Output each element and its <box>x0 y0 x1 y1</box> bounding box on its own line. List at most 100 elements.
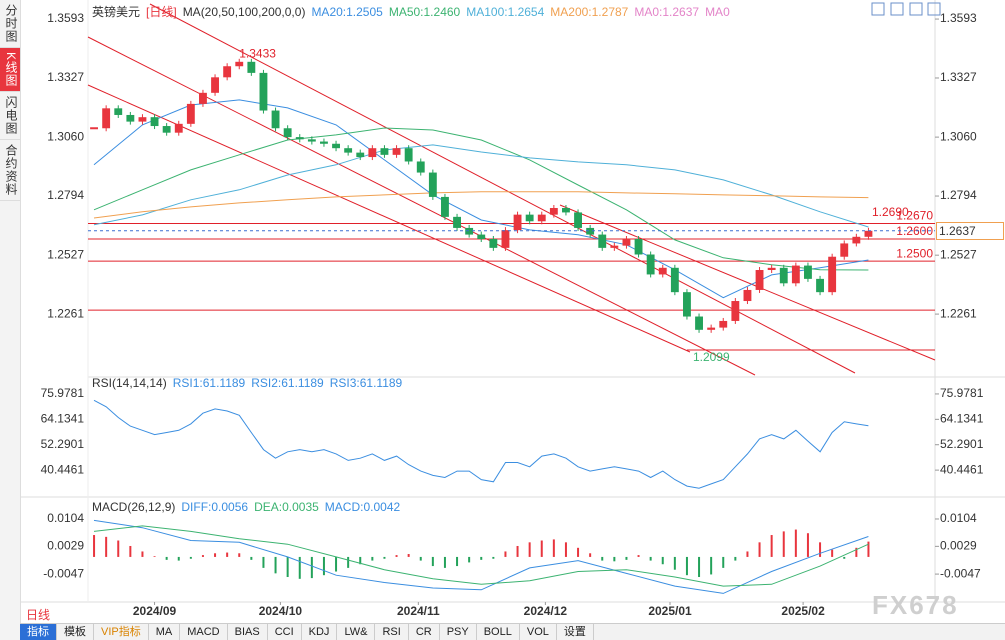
candle <box>307 139 316 142</box>
macd-bar <box>734 556 737 561</box>
macd-bar <box>226 552 229 557</box>
candle <box>719 320 728 328</box>
candle <box>537 214 546 222</box>
x-tick-label: 2024/09 <box>133 604 177 618</box>
toolbar-button[interactable]: RSI <box>375 624 409 640</box>
macd-bar <box>322 556 325 576</box>
candle <box>622 239 631 246</box>
icon[interactable] <box>890 2 904 16</box>
y-tick-label: 1.2527 <box>940 247 977 261</box>
candle <box>840 243 849 257</box>
candle <box>731 301 740 321</box>
low-label: 1.2099 <box>693 350 730 364</box>
macd-bar <box>105 536 108 557</box>
sidebar: 分时图 K线图 闪电图 合约资料 <box>0 0 21 640</box>
series-line <box>93 519 869 594</box>
macd-bar <box>165 556 168 560</box>
macd-bar <box>419 556 422 561</box>
channel-lines <box>87 3 936 376</box>
icon[interactable] <box>871 2 885 16</box>
series-line <box>93 399 869 489</box>
macd-bar <box>758 542 761 557</box>
toolbar-button[interactable]: VOL <box>520 624 557 640</box>
macd-bar <box>504 551 507 557</box>
candle <box>598 234 607 248</box>
macd-bar <box>601 556 604 561</box>
sidebar-tab[interactable]: 合约资料 <box>0 140 20 202</box>
candle <box>90 127 98 130</box>
candle <box>344 148 353 153</box>
toolbar-button[interactable]: 指标 <box>20 624 57 640</box>
candle <box>114 108 123 115</box>
candle <box>235 61 244 67</box>
y-tick-label: 1.2527 <box>47 247 84 261</box>
macd-bar <box>673 556 676 570</box>
toolbar-button[interactable]: 设置 <box>557 624 594 640</box>
macd-bar <box>274 556 277 574</box>
toolbar-button[interactable]: MA <box>149 624 181 640</box>
macd-bar <box>564 542 567 557</box>
toolbar-button[interactable]: BOLL <box>477 624 520 640</box>
channel-line <box>559 204 936 361</box>
macd-bar <box>528 542 531 557</box>
series-line <box>93 191 869 219</box>
macd-bar <box>141 551 144 557</box>
toolbar-button[interactable]: LW& <box>337 624 376 640</box>
candle <box>356 152 365 158</box>
candle <box>453 216 461 228</box>
macd-bar <box>359 556 362 565</box>
macd-bar <box>214 553 217 557</box>
macd-bar <box>153 556 156 557</box>
toolbar-button[interactable]: BIAS <box>228 624 268 640</box>
candle <box>174 123 183 133</box>
macd-bar <box>516 545 519 557</box>
y-tick-label: -0.0047 <box>43 566 84 580</box>
toolbar-button[interactable]: 模板 <box>57 624 94 640</box>
y-tick-label: 0.0029 <box>47 539 84 553</box>
legend-entry: MA100:1.2654 <box>466 4 545 19</box>
icon[interactable] <box>909 2 923 16</box>
macd-bar <box>746 551 749 557</box>
legend-entry: MA50:1.2460 <box>388 4 461 19</box>
y-tick-label: 1.3327 <box>940 70 977 84</box>
macd-bar <box>843 556 846 559</box>
legend-entry: MA20:1.2505 <box>311 4 383 19</box>
indicator: MA(20,50,100,200,0,0) <box>182 4 306 19</box>
candle <box>416 161 425 173</box>
candle <box>428 172 437 197</box>
sidebar-tab[interactable]: 闪电图 <box>0 92 20 141</box>
candle <box>549 207 558 215</box>
period[interactable]: [日线] <box>146 5 177 19</box>
toolbar-button[interactable]: PSY <box>440 624 477 640</box>
y-tick-label: 1.2261 <box>47 306 84 320</box>
toolbar-button[interactable]: CR <box>409 624 440 640</box>
y-tick-label: 75.9781 <box>940 386 984 400</box>
macd-bar <box>867 541 870 557</box>
candle <box>126 114 135 122</box>
candle <box>223 66 232 78</box>
toolbar-button[interactable]: MACD <box>180 624 228 640</box>
y-tick-label: 1.2261 <box>940 306 977 320</box>
sidebar-tab[interactable]: K线图 <box>0 48 20 93</box>
legend-entry: MA0:1.2637 <box>634 4 700 19</box>
candle <box>441 196 449 217</box>
period-label[interactable]: 日线 <box>26 608 51 622</box>
candle <box>211 77 219 93</box>
chart-title: RSI(14,14,14) <box>92 376 167 390</box>
channel-line <box>87 84 691 353</box>
macd-bar <box>177 556 180 561</box>
toolbar-button[interactable]: VIP指标 <box>94 624 149 640</box>
y-tick-label: 0.0104 <box>47 511 84 525</box>
x-tick-label: 2025/02 <box>781 604 825 618</box>
legend-entry: MACD:0.0042 <box>324 500 401 514</box>
y-tick-label: 0.0029 <box>940 539 977 553</box>
icon[interactable] <box>927 2 941 16</box>
sidebar-tab[interactable]: 分时图 <box>0 0 20 48</box>
candle <box>658 267 667 275</box>
toolbar-button[interactable]: CCI <box>268 624 302 640</box>
toolbar-button[interactable]: KDJ <box>302 624 338 640</box>
candle <box>247 61 256 73</box>
candle <box>489 239 498 248</box>
